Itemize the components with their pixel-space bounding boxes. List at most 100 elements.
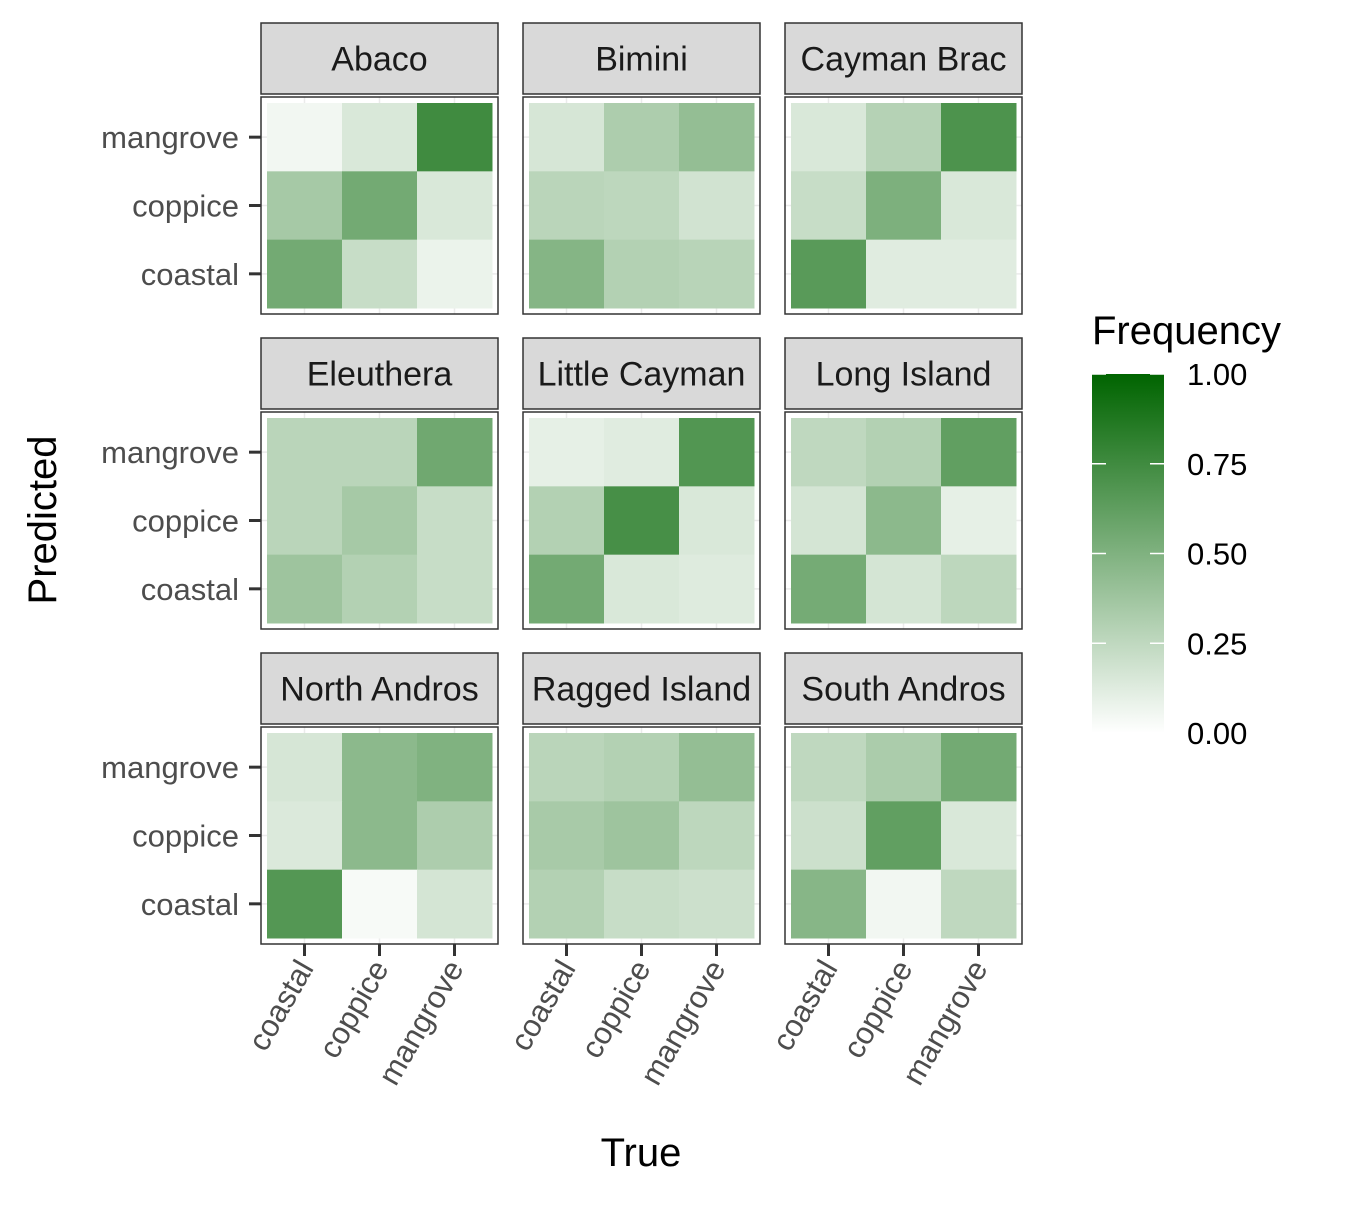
facet-panels: Abaco Bimini Cayman Brac Eleuthera Little Ca… bbox=[260, 22, 1023, 945]
heatmap-tile bbox=[791, 171, 867, 241]
y-tick-label: coastal bbox=[141, 887, 239, 922]
heatmap-tile bbox=[342, 733, 418, 802]
heatmap-tile bbox=[941, 239, 1017, 309]
colorbar-tick-label: 0.00 bbox=[1187, 716, 1247, 751]
heatmap-tile bbox=[417, 239, 493, 309]
heatmap-tile bbox=[604, 418, 680, 487]
heatmap-tile bbox=[604, 733, 680, 802]
heatmap-tile bbox=[866, 733, 942, 802]
heatmap-tile bbox=[267, 103, 343, 172]
facet-strip bbox=[522, 337, 761, 410]
heatmap-tile bbox=[941, 103, 1017, 172]
y-tick-label: coastal bbox=[141, 572, 239, 607]
heatmap-tile bbox=[267, 171, 343, 241]
colorbar-tick-label: 1.00 bbox=[1187, 357, 1247, 392]
heatmap-tile bbox=[267, 801, 343, 871]
heatmap-tile bbox=[342, 103, 418, 172]
x-tick-label: coppice bbox=[836, 954, 920, 1064]
heatmap-tile bbox=[941, 171, 1017, 241]
colorbar-tick-label: 0.50 bbox=[1187, 537, 1247, 572]
facet-strip-label: Long Island bbox=[816, 356, 992, 394]
heatmap-tile bbox=[342, 239, 418, 309]
heatmap-tile bbox=[417, 554, 493, 624]
heatmap-tile bbox=[342, 486, 418, 556]
y-axis-title: Predicted bbox=[21, 436, 65, 605]
heatmap-tile bbox=[866, 418, 942, 487]
heatmap-tile bbox=[679, 239, 755, 309]
heatmap-tile bbox=[417, 171, 493, 241]
heatmap-tile bbox=[679, 554, 755, 624]
heatmap-tile bbox=[604, 171, 680, 241]
panel-border bbox=[784, 96, 1023, 315]
facet-strip-label: Little Cayman bbox=[538, 356, 746, 394]
heatmap-tile bbox=[941, 554, 1017, 624]
heatmap-tile bbox=[417, 418, 493, 487]
heatmap-tile bbox=[791, 103, 867, 172]
heatmap-tile bbox=[267, 418, 343, 487]
facet-panel: Abaco bbox=[260, 22, 499, 315]
heatmap-tile bbox=[791, 418, 867, 487]
heatmap-tile bbox=[529, 869, 605, 939]
facet-strip bbox=[260, 22, 499, 95]
facet-panel: Long Island bbox=[784, 337, 1023, 630]
facet-panel: Little Cayman bbox=[522, 337, 761, 630]
heatmap-tile bbox=[941, 486, 1017, 556]
heatmap-tile bbox=[866, 171, 942, 241]
heatmap-tile bbox=[866, 554, 942, 624]
heatmap-tile bbox=[866, 801, 942, 871]
heatmap-tile bbox=[529, 554, 605, 624]
heatmap-tile bbox=[866, 103, 942, 172]
heatmap-tile bbox=[791, 801, 867, 871]
heatmap-tile bbox=[529, 171, 605, 241]
heatmap-tile bbox=[866, 869, 942, 939]
heatmap-tile bbox=[417, 801, 493, 871]
facet-strip bbox=[784, 337, 1023, 410]
panel-border bbox=[522, 411, 761, 630]
y-tick-label: coastal bbox=[141, 257, 239, 292]
heatmap-tile bbox=[604, 486, 680, 556]
facet-strip bbox=[260, 337, 499, 410]
y-tick-label: mangrove bbox=[101, 435, 239, 470]
colorbar-legend: Frequency 0.00 0.25 0.50 0.75 1.00 bbox=[1092, 309, 1281, 751]
heatmap-tile bbox=[342, 554, 418, 624]
facet-strip-label: Eleuthera bbox=[307, 356, 453, 394]
heatmap-tile bbox=[604, 103, 680, 172]
facet-panel: South Andros bbox=[784, 652, 1023, 945]
legend-title: Frequency bbox=[1092, 309, 1281, 353]
heatmap-tile bbox=[679, 486, 755, 556]
colorbar-tick-label: 0.25 bbox=[1187, 626, 1247, 661]
heatmap-tile bbox=[866, 239, 942, 309]
panel-border bbox=[784, 411, 1023, 630]
heatmap-tile bbox=[529, 418, 605, 487]
heatmap-tile bbox=[604, 239, 680, 309]
panel-border bbox=[522, 96, 761, 315]
facet-strip bbox=[522, 22, 761, 95]
y-tick-label: coppice bbox=[132, 819, 239, 854]
heatmap-tile bbox=[417, 733, 493, 802]
heatmap-tile bbox=[267, 869, 343, 939]
heatmap-tile bbox=[791, 239, 867, 309]
y-tick-label: mangrove bbox=[101, 120, 239, 155]
heatmap-tile bbox=[679, 103, 755, 172]
heatmap-tile bbox=[679, 733, 755, 802]
heatmap-tile bbox=[679, 801, 755, 871]
facet-strip bbox=[784, 22, 1023, 95]
facet-panel: North Andros bbox=[260, 652, 499, 945]
heatmap-tile bbox=[679, 171, 755, 241]
heatmap-tile bbox=[791, 869, 867, 939]
heatmap-tile bbox=[267, 554, 343, 624]
y-tick-label: coppice bbox=[132, 189, 239, 224]
facet-strip bbox=[784, 652, 1023, 725]
heatmap-tile bbox=[941, 418, 1017, 487]
facet-strip-label: North Andros bbox=[280, 671, 478, 709]
heatmap-tile bbox=[267, 239, 343, 309]
heatmap-tile bbox=[604, 869, 680, 939]
heatmap-tile bbox=[941, 801, 1017, 871]
facet-panel: Eleuthera bbox=[260, 337, 499, 630]
x-tick-label: coastal bbox=[765, 954, 844, 1057]
heatmap-tile bbox=[866, 486, 942, 556]
heatmap-tile bbox=[342, 869, 418, 939]
heatmap-tile bbox=[604, 801, 680, 871]
x-tick-label: coppice bbox=[574, 954, 658, 1064]
